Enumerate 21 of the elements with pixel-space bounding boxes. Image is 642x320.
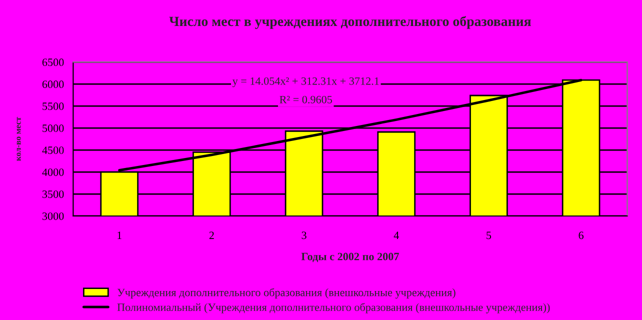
y-tick-label: 4500 — [42, 146, 64, 154]
x-tick-label: 2 — [209, 232, 214, 239]
legend-label: Полиномиальный (Учреждения дополнительного образования (внешкольные учреждения)) — [117, 302, 550, 314]
x-tick-label: 1 — [118, 232, 122, 239]
chart-title: Число мест в учреждениях дополнительного образования — [169, 16, 531, 29]
annotation: y = 14.054x² + 312.31x + 3712.1 — [232, 77, 379, 88]
x-tick-label: 6 — [578, 232, 584, 240]
annotation: R² = 0.9605 — [280, 96, 332, 104]
y-tick-label: 5500 — [42, 102, 64, 110]
x-tick-label: 4 — [394, 232, 399, 239]
y-tick-label: 3500 — [42, 190, 64, 198]
y-tick-label: 5000 — [42, 124, 64, 132]
y-tick-label: 4000 — [42, 168, 64, 176]
x-tick-label: 3 — [302, 232, 306, 240]
y-axis-title: кол-во мест — [16, 117, 21, 161]
y-tick-label: 6000 — [42, 80, 64, 88]
x-tick-label: 5 — [486, 232, 492, 240]
x-axis-title: Годы с 2002 по 2007 — [301, 252, 399, 262]
y-tick-label: 3000 — [42, 212, 64, 220]
legend-label: Учреждения дополнительного образования (внешкольные учреждения) — [117, 288, 456, 299]
y-tick-label: 6500 — [42, 58, 64, 66]
